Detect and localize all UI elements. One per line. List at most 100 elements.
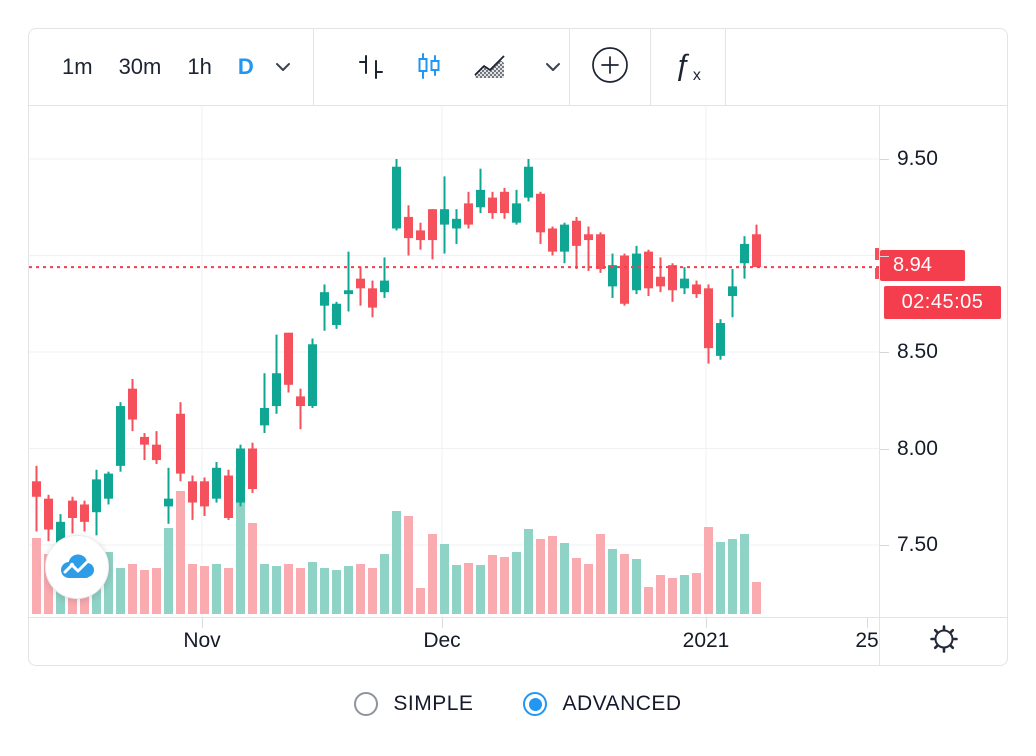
volume-bar	[656, 575, 665, 614]
radio-unchecked-icon[interactable]	[354, 692, 379, 716]
volume-bar	[680, 575, 689, 614]
candle-body	[212, 467, 221, 499]
candle-body	[416, 230, 425, 241]
area-chart-icon[interactable]	[473, 53, 506, 81]
edge-candle-fragment	[875, 268, 879, 279]
interval-30m-button[interactable]: 30m	[118, 54, 162, 79]
candle-body	[404, 216, 413, 239]
candle-body	[488, 197, 497, 214]
volume-bar	[536, 539, 545, 614]
volume-bar	[548, 536, 557, 614]
axis-settings-button[interactable]	[879, 618, 1007, 665]
time-axis[interactable]: Nov Dec 2021 25	[29, 617, 1007, 665]
candle-body	[308, 344, 317, 407]
candle-body	[740, 243, 749, 264]
volume-bar	[452, 565, 461, 614]
volume-bar	[632, 559, 641, 614]
volume-bar	[272, 566, 281, 614]
volume-bar	[200, 566, 209, 614]
candle-body	[536, 193, 545, 233]
y-tick-dash	[880, 448, 889, 450]
candle-body	[596, 234, 605, 270]
x-axis-label: 2021	[682, 629, 730, 652]
cloud-chart-logo-icon	[61, 554, 94, 578]
volume-bar	[620, 554, 629, 614]
candle-body	[548, 228, 557, 252]
candlestick-chart-icon[interactable]	[416, 52, 442, 82]
x-tick-dash	[867, 618, 868, 628]
candle-body	[716, 323, 725, 356]
candle-body	[188, 481, 197, 503]
advanced-mode-radio[interactable]: ADVANCED	[523, 692, 681, 716]
candle-body	[272, 373, 281, 407]
candle-body	[152, 444, 161, 461]
candle-body	[164, 498, 173, 507]
volume-bar	[332, 570, 341, 614]
volume-bar	[416, 588, 425, 614]
volume-bar	[380, 554, 389, 614]
candle-body	[80, 504, 89, 522]
volume-bar	[668, 578, 677, 614]
candle-body	[476, 189, 485, 208]
chart-type-chevron-down-icon[interactable]	[545, 62, 561, 72]
volume-bar	[692, 573, 701, 614]
volume-bar	[704, 527, 713, 614]
volume-bar	[356, 564, 365, 614]
candle-body	[368, 288, 377, 308]
add-indicator-button[interactable]	[570, 29, 650, 105]
bars-chart-icon[interactable]	[358, 53, 385, 81]
interval-1h-button[interactable]: 1h	[187, 54, 212, 79]
candle-body	[320, 292, 329, 306]
simple-mode-radio[interactable]: SIMPLE	[354, 692, 473, 716]
volume-bar	[308, 562, 317, 614]
volume-bar	[728, 539, 737, 614]
candle-body	[56, 521, 65, 549]
candle-body	[128, 388, 137, 420]
toolbar-divider	[650, 29, 651, 105]
candle-body	[224, 475, 233, 518]
volume-bar	[404, 516, 413, 614]
plus-circle-icon	[589, 44, 631, 91]
toolbar-divider	[313, 29, 314, 105]
y-axis-label: 8.00	[897, 436, 938, 460]
volume-bar	[512, 552, 521, 614]
x-axis-label: Nov	[183, 629, 221, 652]
toolbar-divider	[569, 29, 570, 105]
candle-body	[380, 280, 389, 293]
candle-body	[104, 473, 113, 499]
interval-chevron-down-icon[interactable]	[275, 62, 291, 72]
volume-bar	[224, 568, 233, 614]
candlestick-plot[interactable]	[29, 106, 879, 617]
y-axis-label: 9.50	[897, 147, 938, 170]
interval-group: 1m 30m 1h D	[29, 29, 313, 105]
candle-body	[44, 498, 53, 530]
interval-1m-button[interactable]: 1m	[62, 54, 93, 79]
edge-candle-fragment	[875, 248, 879, 260]
candle-body	[464, 203, 473, 225]
chart-mode-toggle: SIMPLE ADVANCED	[0, 692, 1036, 716]
candle-body	[584, 234, 593, 241]
interval-daily-button[interactable]: D	[237, 54, 254, 79]
radio-checked-icon[interactable]	[523, 692, 548, 716]
x-axis-label: 25	[855, 629, 879, 652]
volume-bar	[524, 529, 533, 614]
volume-bar	[116, 568, 125, 614]
y-axis-label: 7.50	[897, 533, 938, 556]
y-tick-dash	[880, 352, 889, 353]
volume-bar	[608, 549, 617, 614]
volume-bar	[752, 582, 761, 614]
last-price-badge: 8.94	[880, 250, 965, 281]
volume-bar	[440, 544, 449, 614]
function-icon: ƒx	[675, 49, 701, 84]
price-axis[interactable]: 8.94 02:45:05 9.50 8.50 8.00 7.50	[879, 106, 1007, 617]
volume-bar	[284, 564, 293, 614]
volume-bar	[104, 552, 113, 614]
candle-body	[356, 278, 365, 289]
gear-icon	[929, 624, 959, 659]
volume-bar	[716, 542, 725, 614]
chart-widget: 1m 30m 1h D	[28, 28, 1008, 666]
function-button[interactable]: ƒx	[651, 29, 725, 105]
volume-bar	[140, 570, 149, 614]
volume-bar	[740, 534, 749, 614]
volume-bar	[572, 558, 581, 614]
